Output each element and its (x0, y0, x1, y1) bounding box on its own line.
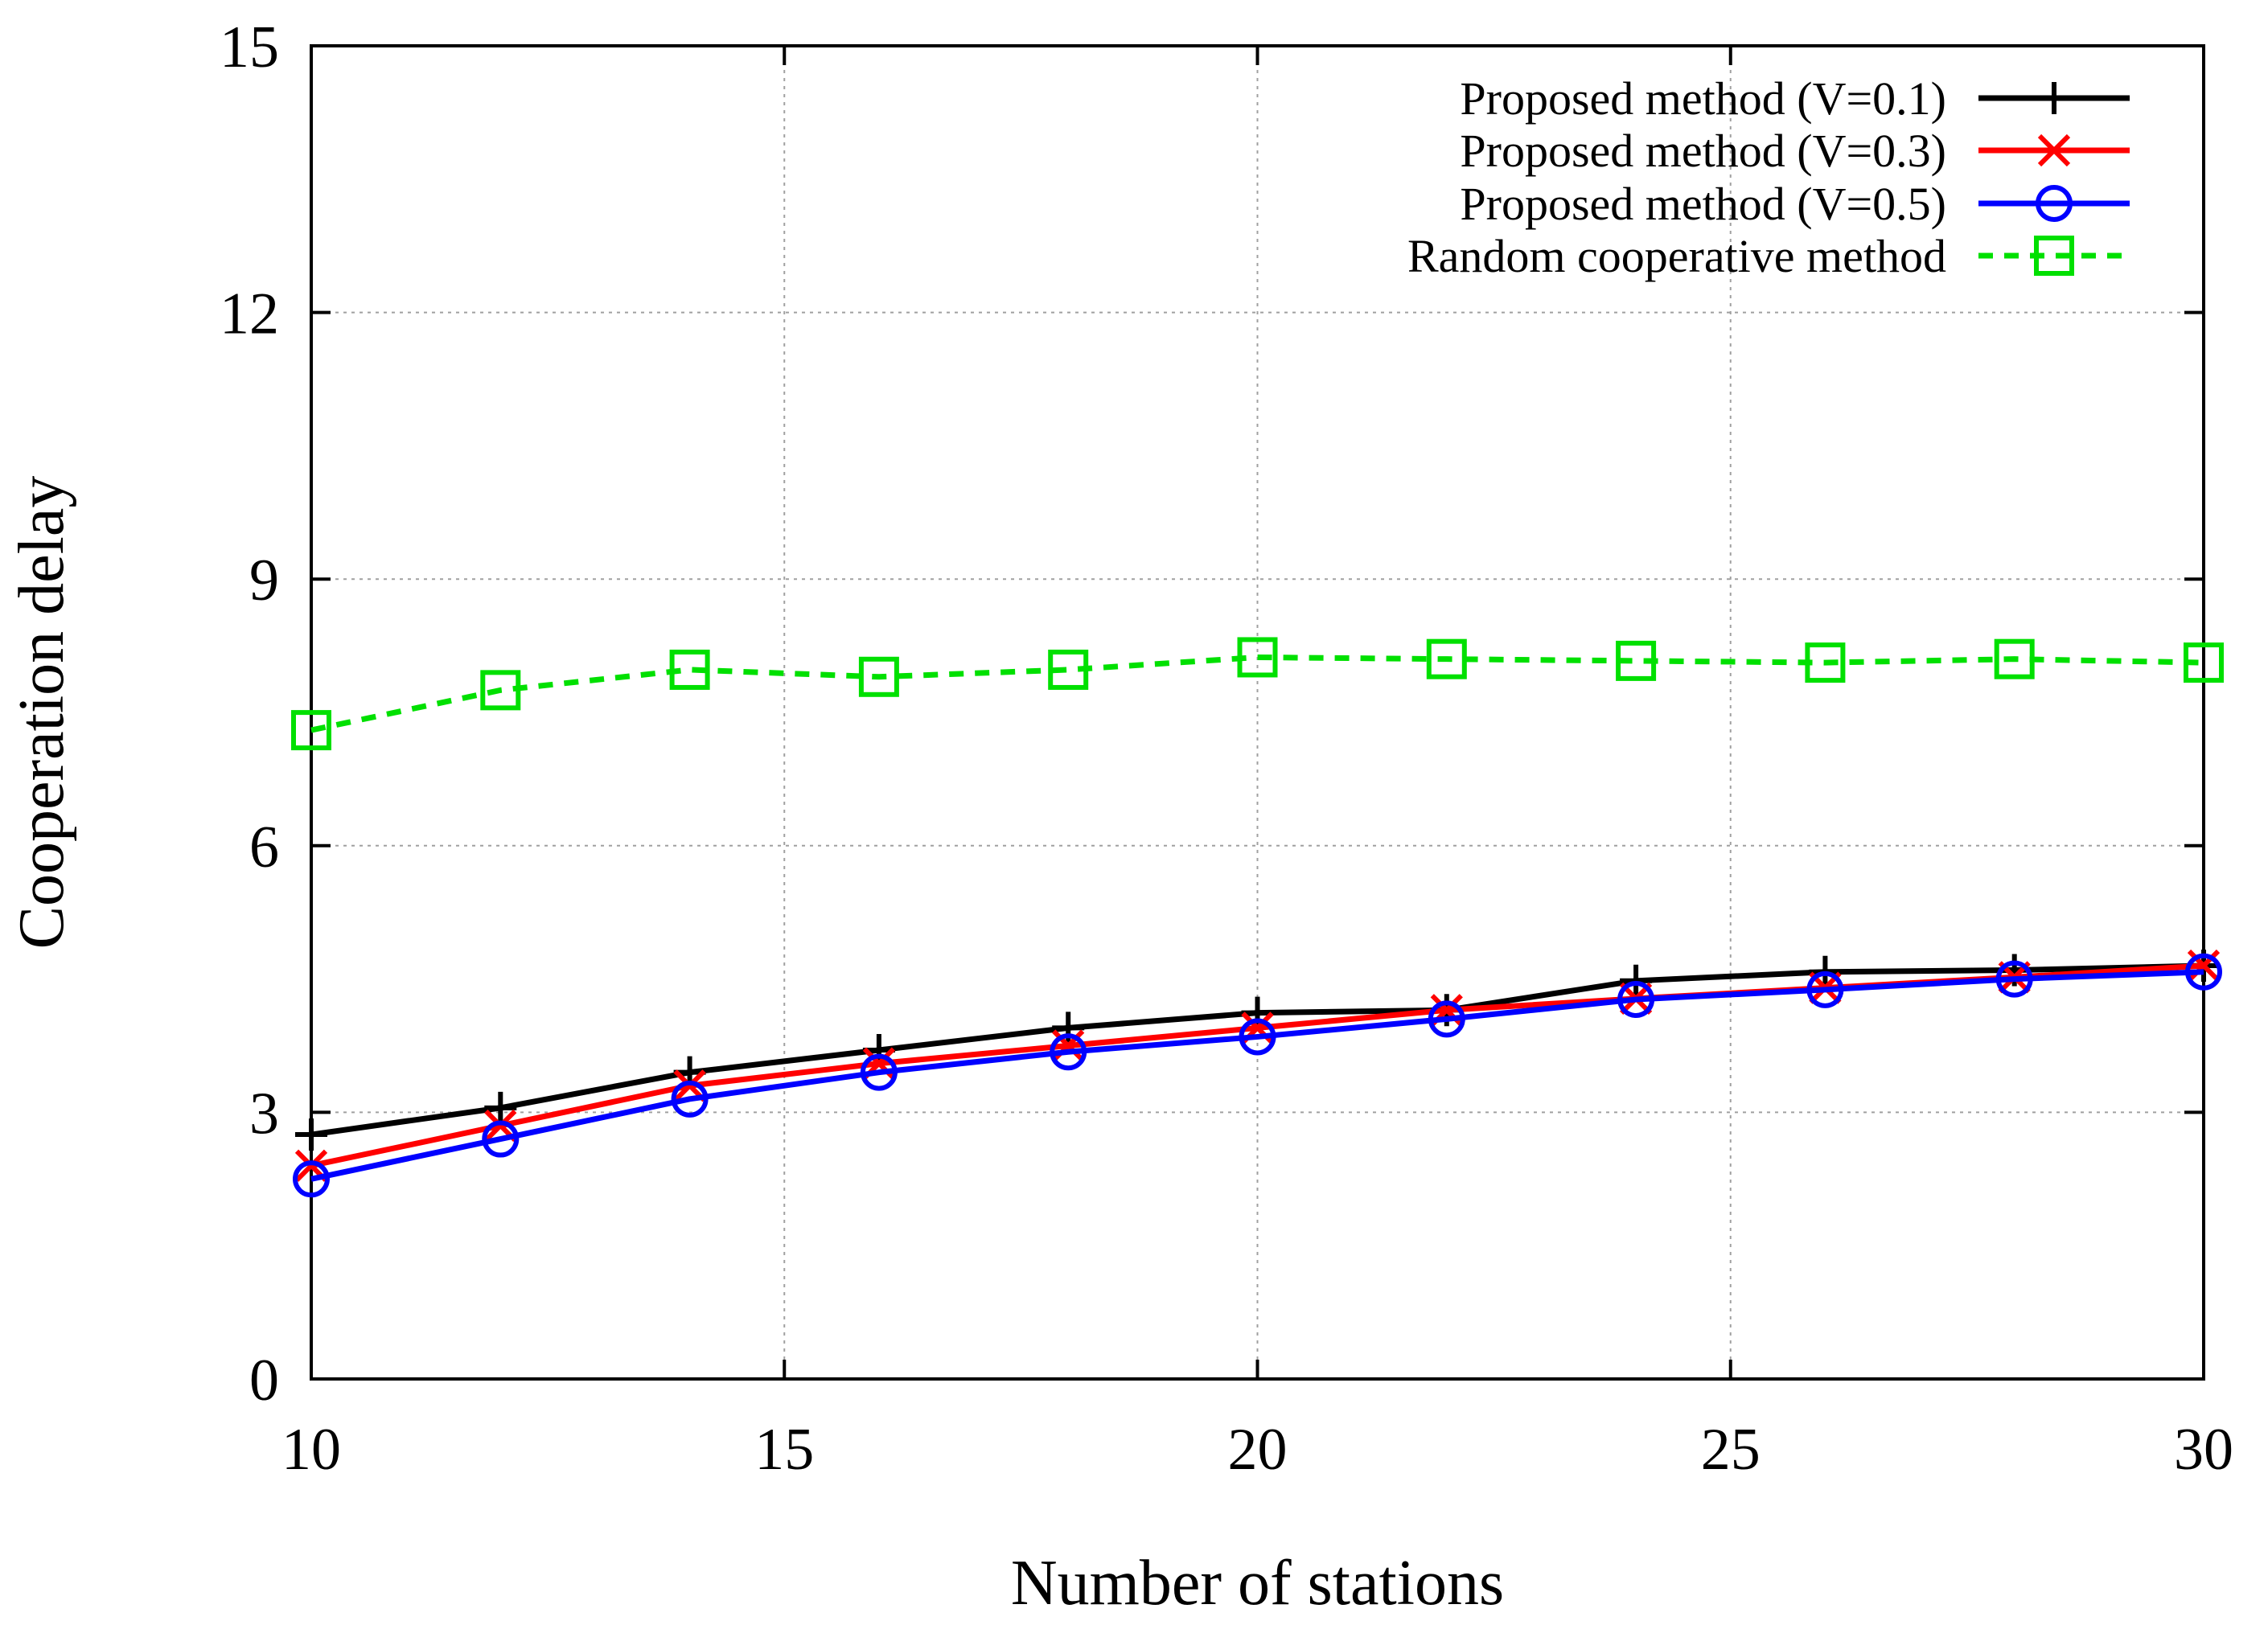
data-point (1995, 960, 2033, 998)
data-point (673, 1069, 706, 1102)
axis-ticks: 10 15 20 25 30 0 3 6 9 12 15 (220, 14, 2233, 1483)
data-point (1805, 642, 1846, 683)
data-point (294, 1149, 328, 1182)
series-line (310, 969, 2204, 1182)
y-axis-title: Cooperation delay (6, 476, 77, 950)
data-point (858, 656, 899, 697)
data-point (1806, 970, 1844, 1008)
data-point (669, 649, 710, 690)
legend-label: Random cooperative method (1407, 230, 1946, 282)
series-layer (291, 637, 2224, 1198)
data-point (1050, 1033, 1087, 1071)
data-point (860, 1053, 898, 1091)
legend-label: Proposed method (V=0.1) (1460, 72, 1946, 125)
data-point (1237, 637, 1278, 678)
legend-label: Proposed method (V=0.3) (1460, 125, 1946, 177)
data-point (2185, 953, 2222, 991)
y-tick-label: 6 (249, 815, 279, 880)
data-point (1994, 638, 2035, 679)
data-point (291, 710, 331, 751)
data-point (484, 1109, 517, 1143)
data-point (2184, 642, 2224, 683)
y-tick-label: 3 (249, 1081, 279, 1147)
legend-marker (2036, 185, 2073, 222)
x-tick-label: 10 (281, 1417, 341, 1483)
data-point (480, 670, 521, 711)
legend-marker (2037, 133, 2071, 167)
y-tick-label: 15 (220, 14, 279, 80)
data-point (482, 1120, 520, 1158)
y-tick-label: 12 (220, 281, 279, 347)
series-3 (293, 953, 2222, 1198)
x-tick-label: 25 (1701, 1417, 1761, 1483)
legend-label: Proposed method (V=0.5) (1460, 178, 1946, 230)
data-point (2187, 949, 2221, 983)
data-point (1426, 638, 1467, 679)
data-point (1239, 1018, 1276, 1056)
data-point (1428, 1000, 1465, 1038)
series-line (310, 654, 2204, 733)
data-point (671, 1080, 709, 1118)
data-point (293, 1160, 330, 1198)
data-point (1616, 640, 1657, 681)
x-tick-label: 20 (1228, 1417, 1288, 1483)
data-point (1048, 649, 1089, 690)
data-point (1617, 981, 1655, 1019)
legend-marker (2034, 236, 2074, 276)
y-tick-label: 0 (249, 1348, 279, 1414)
x-axis-title: Number of stations (1011, 1548, 1504, 1619)
series-4 (291, 637, 2224, 751)
legend: Proposed method (V=0.1)Proposed method (… (1407, 72, 2130, 282)
y-tick-label: 9 (249, 548, 279, 613)
x-tick-label: 15 (754, 1417, 814, 1483)
x-tick-label: 30 (2174, 1417, 2233, 1483)
